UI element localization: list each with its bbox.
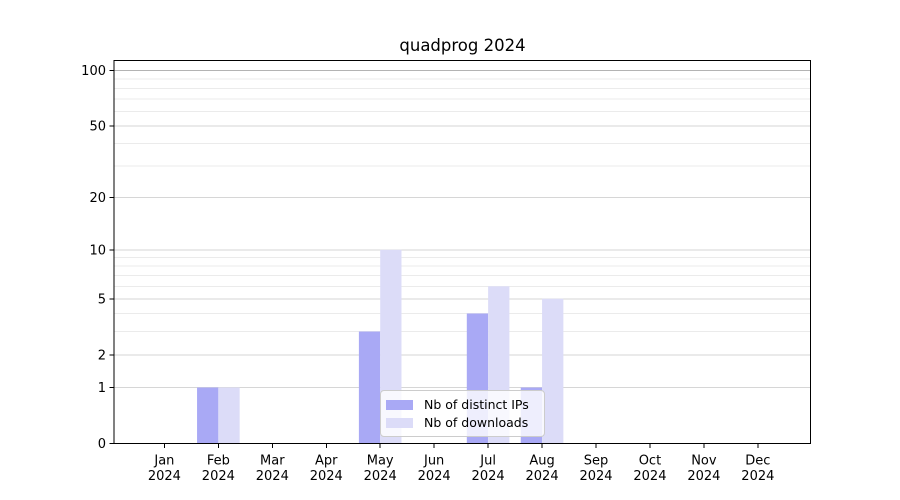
x-tick-label-apr-2024: Apr 2024 — [310, 454, 343, 485]
chart-title: quadprog 2024 — [399, 36, 526, 55]
legend-item-downloads: Nb of downloads — [386, 415, 544, 430]
bar-distinct-ips-may-2024 — [358, 331, 381, 444]
y-tick-label-10: 10 — [89, 243, 106, 258]
y-tick-label-20: 20 — [89, 191, 106, 206]
y-tick-label-2: 2 — [98, 348, 106, 363]
y-tick-label-50: 50 — [89, 119, 106, 134]
x-tick-label-jan-2024: Jan 2024 — [148, 454, 181, 485]
y-tick-label-100: 100 — [81, 64, 106, 79]
legend-swatch-downloads — [386, 417, 413, 428]
x-tick-label-feb-2024: Feb 2024 — [202, 454, 235, 485]
x-tick-label-may-2024: May 2024 — [364, 454, 397, 485]
y-tick-label-5: 5 — [98, 292, 106, 307]
y-tick-label-1: 1 — [98, 381, 106, 396]
x-tick-label-aug-2024: Aug 2024 — [526, 454, 559, 485]
x-tick-label-sep-2024: Sep 2024 — [579, 454, 612, 485]
y-tick-label-0: 0 — [98, 437, 106, 452]
bar-distinct-ips-feb-2024 — [197, 387, 219, 444]
legend: Nb of distinct IPs Nb of downloads — [380, 390, 545, 437]
x-tick-label-nov-2024: Nov 2024 — [687, 454, 720, 485]
x-tick-label-mar-2024: Mar 2024 — [256, 454, 289, 485]
legend-label-distinct-ips: Nb of distinct IPs — [424, 397, 529, 412]
x-tick-label-jul-2024: Jul 2024 — [472, 454, 505, 485]
bar-downloads-feb-2024 — [218, 387, 240, 444]
axes-frame — [113, 60, 811, 444]
x-tick-label-oct-2024: Oct 2024 — [633, 454, 666, 485]
legend-swatch-distinct-ips — [386, 399, 413, 410]
legend-label-downloads: Nb of downloads — [424, 415, 529, 430]
x-tick-label-dec-2024: Dec 2024 — [741, 454, 774, 485]
legend-item-distinct-ips: Nb of distinct IPs — [386, 397, 544, 412]
bar-downloads-aug-2024 — [542, 298, 564, 444]
x-tick-label-jun-2024: Jun 2024 — [418, 454, 451, 485]
